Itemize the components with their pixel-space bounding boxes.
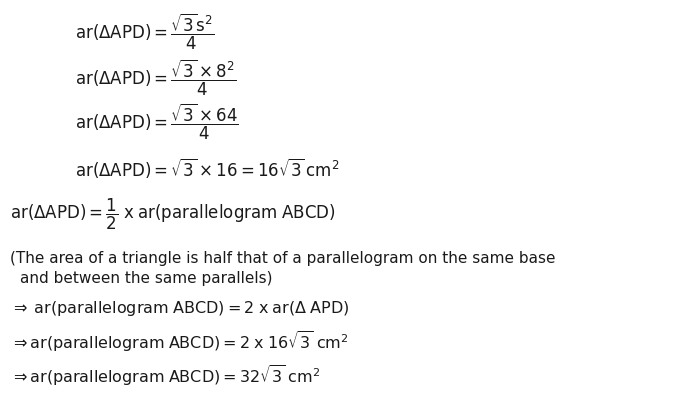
Text: $\mathsf{ar(\Delta APD) = \dfrac{\sqrt{3}\times 8^2}{4}}$: $\mathsf{ar(\Delta APD) = \dfrac{\sqrt{3…	[75, 58, 236, 98]
Text: $\mathsf{ar(\Delta APD) = \dfrac{\sqrt{3}s^2}{4}}$: $\mathsf{ar(\Delta APD) = \dfrac{\sqrt{3…	[75, 12, 214, 52]
Text: $\mathsf{\Rightarrow ar(parallelogram\;ABCD) = 2\;x\;16\sqrt{3}\;cm^2}$: $\mathsf{\Rightarrow ar(parallelogram\;A…	[10, 330, 348, 354]
Text: $\mathsf{ar(\Delta APD) = \sqrt{3}\times 16 = 16\sqrt{3}\,cm^2}$: $\mathsf{ar(\Delta APD) = \sqrt{3}\times…	[75, 156, 339, 180]
Text: $\mathsf{\Rightarrow\;ar(parallelogram\;ABCD) = 2\;x\;ar(\Delta\;APD)}$: $\mathsf{\Rightarrow\;ar(parallelogram\;…	[10, 299, 350, 318]
Text: $\mathsf{\Rightarrow ar(parallelogram\;ABCD) = 32\sqrt{3}\;cm^2}$: $\mathsf{\Rightarrow ar(parallelogram\;A…	[10, 364, 320, 389]
Text: $\mathsf{ar(\Delta APD) = \dfrac{1}{2}\;x\;ar(parallelogram\;ABCD)}$: $\mathsf{ar(\Delta APD) = \dfrac{1}{2}\;…	[10, 196, 335, 231]
Text: and between the same parallels): and between the same parallels)	[20, 271, 273, 286]
Text: $\mathsf{ar(\Delta APD) = \dfrac{\sqrt{3}\times 64}{4}}$: $\mathsf{ar(\Delta APD) = \dfrac{\sqrt{3…	[75, 102, 239, 142]
Text: (The area of a triangle is half that of a parallelogram on the same base: (The area of a triangle is half that of …	[10, 252, 555, 267]
